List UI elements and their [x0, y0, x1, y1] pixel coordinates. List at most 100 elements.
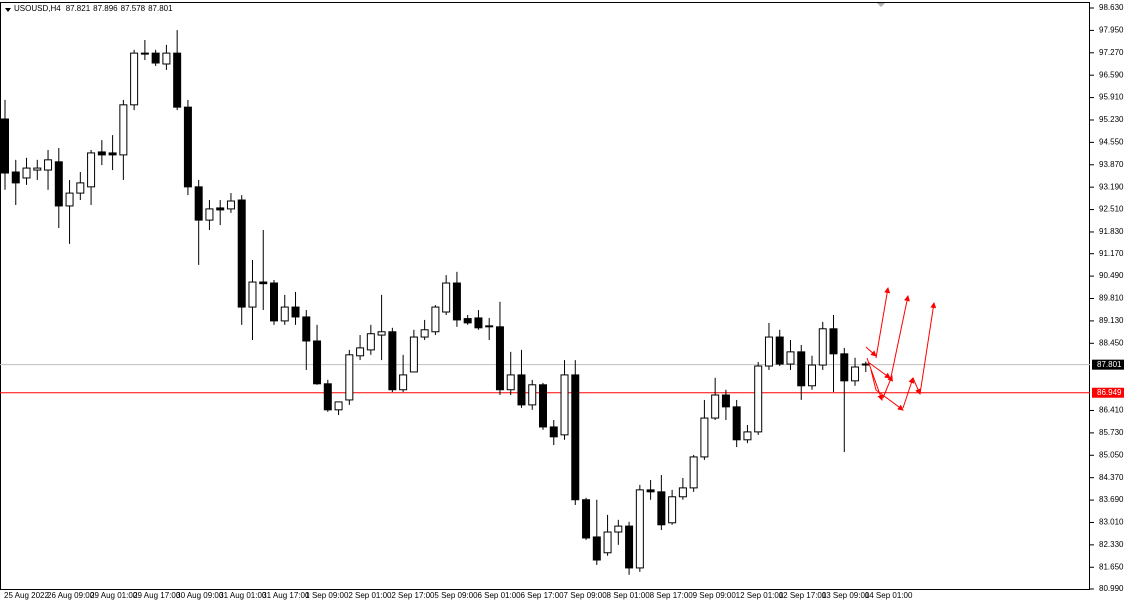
candle-body [130, 52, 139, 106]
candle-body [474, 317, 483, 329]
candle-body [270, 282, 278, 322]
candle-body [861, 363, 870, 366]
y-tick-label: 84.370 [1099, 473, 1124, 482]
candle-body [775, 336, 784, 365]
candle-body [280, 306, 289, 322]
candle-body [173, 52, 182, 108]
price-label: 87.801 [1097, 360, 1122, 369]
candle-body [76, 182, 85, 194]
projection-arrows [865, 287, 937, 411]
x-tick-label: 30 Aug 09:00 [176, 591, 224, 600]
candle-body [754, 365, 763, 433]
candle-body [603, 531, 612, 554]
chart-header: USOUSD,H4 87.821 87.896 87.578 87.801 [14, 4, 173, 13]
candle-body [700, 417, 709, 458]
shift-marker [877, 3, 885, 7]
candle-body [162, 52, 171, 65]
candle-body [625, 525, 634, 569]
symbol: USOUSD,H4 [14, 4, 61, 13]
candle-body [377, 331, 386, 336]
y-tick-label: 97.270 [1099, 48, 1124, 57]
candle-body [334, 401, 343, 411]
open-value: 87.821 [66, 4, 91, 13]
candle-body [226, 200, 235, 210]
candle-body [840, 353, 849, 382]
x-tick-label: 6 Sep 17:00 [520, 591, 564, 600]
arrow [890, 295, 910, 378]
candle-body [323, 383, 332, 411]
arrow [870, 369, 904, 411]
y-tick-label: 83.690 [1099, 495, 1124, 504]
candle-body [22, 167, 31, 179]
x-tick-label: 2 Sep 17:00 [391, 591, 435, 600]
candle-body [592, 536, 601, 561]
y-tick-label: 89.810 [1099, 294, 1124, 303]
candle-body [302, 316, 311, 342]
arrow [865, 346, 877, 357]
candle-body [33, 167, 42, 171]
candle-body [151, 52, 160, 64]
candle-body [442, 282, 451, 313]
candle-body [183, 106, 192, 188]
y-tick-label: 95.910 [1099, 93, 1124, 102]
candle-body [818, 328, 827, 366]
x-tick-label: 8 Sep 17:00 [650, 591, 694, 600]
x-tick-label: 2 Sep 01:00 [348, 591, 392, 600]
candle-body [539, 384, 547, 428]
plot-frame [0, 2, 1090, 590]
candle-body [808, 364, 816, 387]
candle-body [495, 326, 504, 391]
candle-body [506, 374, 515, 391]
candle-body [291, 306, 300, 318]
candle-body [108, 152, 117, 156]
level-label: 86.949 [1097, 388, 1122, 397]
low-value: 87.578 [121, 4, 146, 13]
candle-body [452, 282, 461, 321]
candle-body [463, 318, 472, 324]
y-tick-label: 95.230 [1099, 115, 1124, 124]
candle-body [721, 394, 730, 408]
x-tick-label: 13 Sep 09:00 [822, 591, 870, 600]
candle-body [635, 489, 644, 569]
candle-body [44, 159, 53, 171]
candle-body [646, 489, 655, 493]
candle-body [560, 374, 569, 436]
x-tick-label: 29 Aug 01:00 [90, 591, 138, 600]
candle-body [313, 340, 322, 385]
x-tick-label: 14 Sep 01:00 [865, 591, 913, 600]
arrow [902, 377, 915, 409]
x-tick-label: 7 Sep 09:00 [564, 591, 608, 600]
level-label-box [1092, 387, 1124, 398]
candle-body [582, 499, 591, 539]
y-tick-label: 91.170 [1099, 249, 1124, 258]
candle-body [732, 406, 741, 441]
x-tick-label: 8 Sep 01:00 [607, 591, 651, 600]
x-tick-label: 1 Sep 09:00 [305, 591, 349, 600]
candle-body [764, 336, 773, 367]
candle-body [528, 384, 537, 406]
candle-body [194, 186, 203, 221]
arrow [875, 287, 891, 359]
y-tick-label: 94.550 [1099, 137, 1124, 146]
x-tick-label: 31 Aug 01:00 [219, 591, 267, 600]
candle-body [657, 491, 666, 526]
x-tick-label: 12 Sep 01:00 [736, 591, 784, 600]
price-label-box [1092, 359, 1124, 370]
y-tick-label: 83.010 [1099, 518, 1124, 527]
y-tick-label: 91.830 [1099, 227, 1124, 236]
x-tick-label: 31 Aug 17:00 [262, 591, 310, 600]
y-tick-label: 90.490 [1099, 271, 1124, 280]
x-tick-label: 12 Sep 17:00 [779, 591, 827, 600]
candle-body [420, 329, 429, 338]
y-tick-label: 81.650 [1099, 562, 1124, 571]
y-tick-label: 92.510 [1099, 205, 1124, 214]
x-tick-label: 9 Sep 09:00 [693, 591, 737, 600]
candle-body [711, 394, 720, 419]
y-tick-label: 93.190 [1099, 182, 1124, 191]
candle-body [237, 199, 246, 308]
y-tick-label: 97.950 [1099, 26, 1124, 35]
close-value: 87.801 [148, 4, 173, 13]
